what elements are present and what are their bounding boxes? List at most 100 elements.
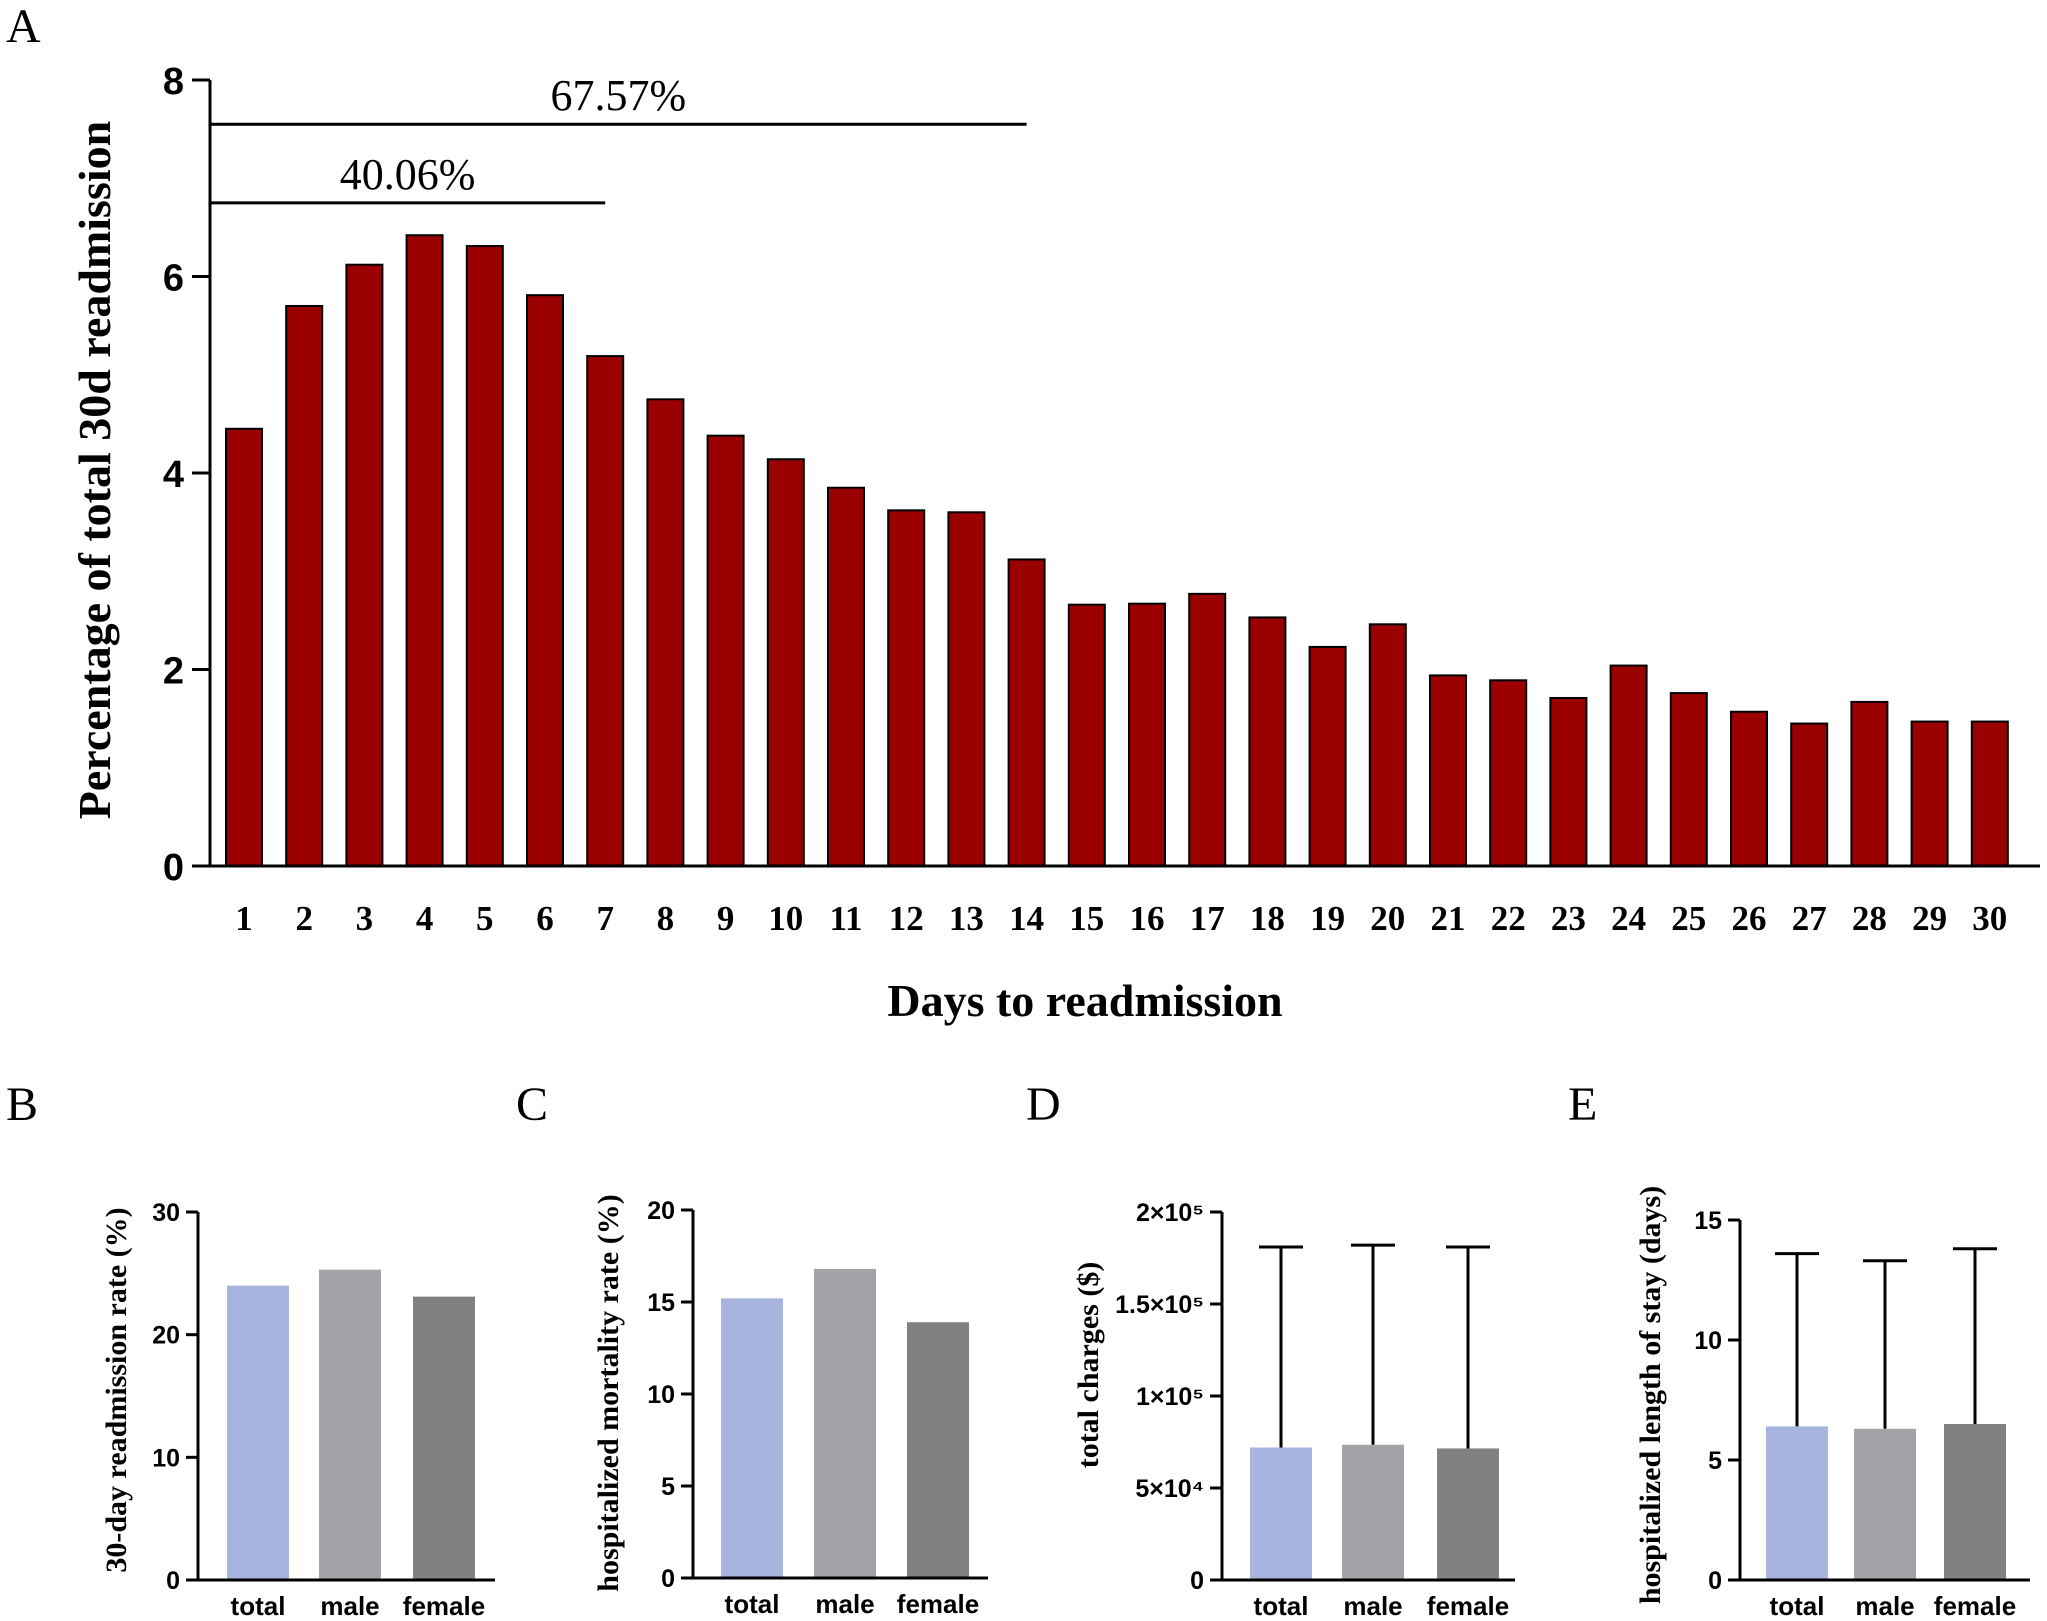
- bar-day-2: [285, 304, 324, 868]
- y-tick-label-c: 5: [661, 1473, 675, 1501]
- bar-day-7: [586, 355, 625, 867]
- y-tick-label-e: 0: [1708, 1567, 1722, 1595]
- bar-d-male: [1342, 1444, 1404, 1580]
- bar-e-male: [1854, 1428, 1916, 1580]
- panel-label-a: A: [6, 0, 41, 53]
- y-tick-label-c: 20: [647, 1197, 675, 1225]
- x-tick-label-a: 28: [1852, 899, 1887, 938]
- bar-day-20: [1368, 623, 1407, 867]
- y-axis-title-a: Percentage of total 30d readmission: [69, 121, 120, 819]
- y-tick-label-d: 1.5×10⁵: [1115, 1291, 1204, 1319]
- bar-day-17: [1188, 592, 1227, 867]
- y-tick-label-b: 10: [152, 1444, 180, 1472]
- x-tick-label-a: 20: [1370, 899, 1405, 938]
- x-tick-label-e: male: [1855, 1591, 1914, 1621]
- y-tick-label-b: 0: [166, 1567, 180, 1595]
- panel-label-c: C: [516, 1078, 548, 1131]
- x-tick-label-a: 6: [536, 899, 554, 938]
- y-axis-title-e: hospitalized length of stay (days): [1634, 1186, 1667, 1604]
- bar-day-29: [1910, 720, 1949, 868]
- bar-c-female: [907, 1322, 969, 1578]
- bar-day-22: [1489, 679, 1528, 867]
- x-tick-label-a: 4: [416, 899, 434, 938]
- x-tick-label-e: female: [1934, 1591, 2016, 1621]
- x-tick-label-c: female: [897, 1589, 979, 1619]
- x-tick-label-a: 12: [889, 899, 924, 938]
- x-tick-label-a: 14: [1009, 899, 1044, 938]
- x-tick-label-a: 13: [949, 899, 984, 938]
- bar-d-female: [1437, 1448, 1499, 1580]
- y-tick-label-e: 5: [1708, 1447, 1722, 1475]
- x-tick-label-a: 11: [829, 899, 862, 938]
- x-tick-label-a: 29: [1912, 899, 1947, 938]
- bar-day-25: [1669, 692, 1708, 868]
- bar-c-total: [721, 1298, 783, 1578]
- y-tick-label-d: 2×10⁵: [1136, 1199, 1204, 1227]
- bar-b-male: [319, 1269, 381, 1580]
- x-tick-label-a: 16: [1130, 899, 1165, 938]
- bar-b-total: [227, 1285, 289, 1580]
- annotation-label-0: 67.57%: [550, 71, 686, 120]
- bar-day-11: [827, 486, 865, 867]
- y-tick-label-a: 0: [163, 847, 184, 889]
- bar-day-27: [1790, 722, 1829, 867]
- x-tick-label-d: female: [1427, 1591, 1509, 1621]
- y-axis-title-d: total charges ($): [1072, 1262, 1105, 1469]
- bar-d-total: [1250, 1447, 1312, 1580]
- y-axis-title-c: hospitalized mortality rate (%): [592, 1194, 625, 1591]
- x-tick-label-a: 15: [1069, 899, 1104, 938]
- x-tick-label-c: total: [725, 1589, 780, 1619]
- y-tick-label-a: 4: [163, 454, 184, 496]
- x-tick-label-a: 17: [1190, 899, 1225, 938]
- bar-day-26: [1730, 710, 1768, 867]
- x-tick-label-d: male: [1343, 1591, 1402, 1621]
- y-tick-label-d: 1×10⁵: [1136, 1383, 1204, 1411]
- y-tick-label-c: 15: [647, 1289, 675, 1317]
- x-tick-label-a: 25: [1671, 899, 1706, 938]
- bar-c-male: [814, 1268, 876, 1578]
- bar-day-8: [646, 398, 685, 867]
- x-tick-label-a: 22: [1491, 899, 1526, 938]
- y-tick-label-a: 6: [163, 258, 184, 300]
- bar-day-21: [1429, 674, 1467, 868]
- y-tick-label-d: 0: [1190, 1567, 1204, 1595]
- panel-label-d: D: [1026, 1078, 1061, 1131]
- y-tick-label-a: 8: [163, 61, 184, 103]
- x-tick-label-b: female: [403, 1591, 485, 1621]
- bar-day-24: [1609, 664, 1648, 867]
- x-tick-label-a: 9: [717, 899, 735, 938]
- y-tick-label-c: 0: [661, 1565, 675, 1593]
- y-tick-label-d: 5×10⁴: [1135, 1475, 1204, 1503]
- bar-day-6: [526, 294, 564, 868]
- x-tick-label-a: 30: [1972, 899, 2007, 938]
- bar-day-5: [465, 245, 504, 868]
- x-tick-label-c: male: [815, 1589, 874, 1619]
- bar-day-3: [345, 263, 384, 867]
- bar-day-23: [1549, 696, 1588, 867]
- x-tick-label-a: 7: [596, 899, 614, 938]
- bar-day-16: [1128, 602, 1166, 867]
- bar-day-15: [1067, 603, 1106, 868]
- x-tick-label-a: 5: [476, 899, 494, 938]
- y-tick-label-b: 30: [152, 1199, 180, 1227]
- x-tick-label-a: 23: [1551, 899, 1586, 938]
- panel-label-b: B: [6, 1078, 38, 1131]
- panel-label-e: E: [1568, 1078, 1597, 1131]
- x-tick-label-a: 27: [1792, 899, 1827, 938]
- x-tick-label-a: 1: [235, 899, 253, 938]
- x-tick-label-a: 18: [1250, 899, 1285, 938]
- annotation-label-1: 40.06%: [340, 150, 476, 199]
- bar-day-1: [225, 427, 263, 867]
- y-axis-title-b: 30-day readmission rate (%): [100, 1207, 133, 1572]
- x-tick-label-a: 26: [1732, 899, 1767, 938]
- x-tick-label-d: total: [1254, 1591, 1309, 1621]
- bar-day-28: [1850, 700, 1889, 867]
- x-tick-label-a: 8: [657, 899, 675, 938]
- bar-day-14: [1007, 558, 1046, 868]
- x-tick-label-a: 19: [1310, 899, 1345, 938]
- x-tick-label-b: total: [231, 1591, 286, 1621]
- bar-day-10: [766, 458, 805, 867]
- y-tick-label-e: 10: [1694, 1327, 1722, 1355]
- x-tick-label-a: 10: [768, 899, 803, 938]
- bar-day-13: [947, 511, 986, 867]
